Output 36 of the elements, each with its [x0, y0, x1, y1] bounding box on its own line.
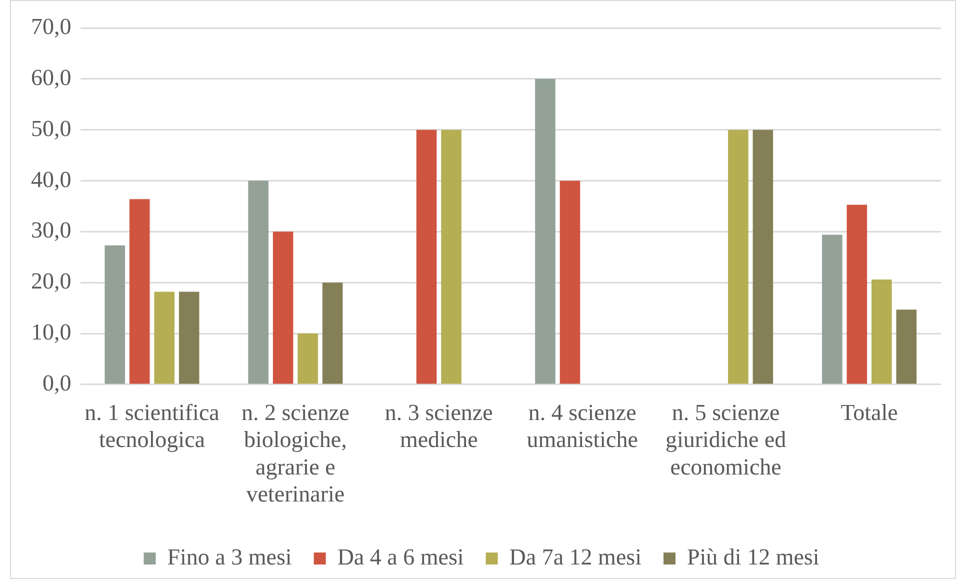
x-tick-label: n. 4 scienze umanistiche	[526, 400, 638, 452]
bar	[896, 310, 917, 384]
bar	[441, 130, 462, 384]
bar	[178, 292, 200, 384]
bar	[728, 130, 748, 384]
bar	[298, 334, 318, 384]
y-tick-label: 40,0	[31, 166, 72, 192]
y-tick-label: 50,0	[31, 116, 72, 141]
x-tick-label: n. 3 scienze mediche	[384, 400, 493, 452]
bar	[129, 199, 150, 384]
bar	[154, 292, 174, 384]
bar	[535, 78, 556, 384]
legend-label: Da 4 a 6 mesi	[337, 544, 464, 570]
bar	[560, 180, 580, 384]
bar	[846, 204, 868, 384]
bar	[322, 282, 343, 384]
bar	[872, 280, 892, 384]
bar	[104, 245, 126, 384]
legend-label: Più di 12 mesi	[687, 544, 820, 570]
x-tick-label: n. 5 scienze giuridiche ed economiche	[665, 400, 787, 480]
y-tick-label: 70,0	[31, 14, 72, 40]
bar	[416, 130, 437, 384]
y-tick-label: 10,0	[31, 320, 72, 345]
y-tick-label: 60,0	[31, 64, 72, 90]
legend-label: Da 7a 12 mesi	[509, 544, 642, 570]
bar	[248, 180, 268, 384]
y-tick-label: 30,0	[31, 218, 72, 243]
y-tick-label: 20,0	[31, 268, 72, 294]
x-tick-label: n. 1 scientifica tecnologica	[84, 400, 220, 452]
x-tick-label: Totale	[840, 400, 898, 426]
bar	[272, 232, 294, 384]
x-tick-label: n. 2 scienze biologiche, agrarie e veterinarie	[241, 400, 350, 506]
bar	[752, 130, 774, 384]
y-tick-label: 0,0	[42, 370, 72, 396]
legend-label: Fino a 3 mesi	[167, 544, 292, 570]
bar	[822, 234, 842, 384]
